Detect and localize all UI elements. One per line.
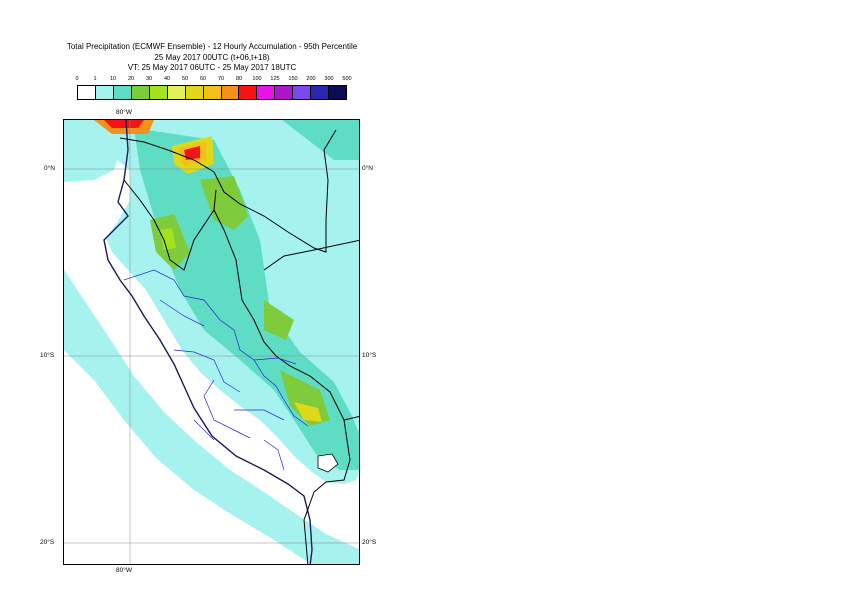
legend-swatch	[311, 86, 330, 99]
border-peru-brazil	[213, 209, 351, 564]
legend-label: 300	[324, 76, 334, 82]
legend-label: 30	[145, 76, 153, 82]
legend-label: 70	[217, 76, 225, 82]
lat-label-0-left: 0°N	[44, 165, 55, 172]
border-ecuador-colombia	[119, 129, 337, 253]
legend-label: 20	[127, 76, 135, 82]
lon-label-bottom: 80°W	[116, 567, 132, 574]
legend-swatch	[257, 86, 276, 99]
precip-20-30-b	[200, 176, 248, 230]
border-brazil-bolivia	[263, 239, 359, 271]
precip-20-30-d	[264, 300, 294, 340]
title-line-3: VT: 25 May 2017 06UTC - 25 May 2017 18UT…	[127, 63, 297, 72]
lat-label-20-left: 20°S	[40, 539, 55, 546]
legend-swatch	[221, 86, 240, 99]
legend-label: 100	[252, 76, 262, 82]
legend-label: 40	[163, 76, 171, 82]
lat-label-10-left: 10°S	[40, 352, 55, 359]
legend-swatch	[239, 86, 258, 99]
legend-labels: 0 1 10 20 30 40 50 60 70 80 100 125 150 200 300 500	[75, 76, 351, 85]
legend-label: 80	[235, 76, 243, 82]
legend-swatch	[203, 86, 222, 99]
lat-label-0-right: 0°N	[362, 165, 373, 172]
precip-10-20-east	[282, 120, 359, 160]
border-bolivia-east	[343, 415, 359, 421]
title-line-1: Total Precipitation (ECMWF Ensemble) - 1…	[66, 42, 358, 51]
legend-label: 125	[270, 76, 280, 82]
colorbar-legend: 0 1 10 20 30 40 50 60 70 80 100 125 150 200 300 500	[75, 76, 352, 102]
legend-swatch	[113, 86, 132, 99]
lat-label-10-right: 10°S	[362, 352, 377, 359]
legend-label: 150	[288, 76, 298, 82]
legend-swatches	[77, 85, 347, 100]
legend-swatch	[131, 86, 150, 99]
precip-1-10-ocean-north	[64, 120, 124, 182]
legend-swatch	[275, 86, 294, 99]
coastline	[103, 120, 313, 564]
title-line-2: 25 May 2017 00UTC (t+06,t+18)	[154, 52, 270, 62]
legend-label: 0	[75, 76, 79, 82]
border-ecuador-peru	[123, 179, 217, 271]
precip-80-north	[184, 146, 200, 160]
legend-swatch	[293, 86, 312, 99]
legend-label: 50	[181, 76, 189, 82]
lon-label-top: 80°W	[116, 109, 132, 116]
legend-swatch	[95, 86, 114, 99]
legend-swatch	[149, 86, 168, 99]
legend-label: 10	[109, 76, 117, 82]
legend-label: 1	[93, 76, 97, 82]
department-borders	[123, 269, 309, 471]
precipitation-map	[63, 119, 360, 565]
precip-80-top-left	[104, 120, 144, 128]
legend-label: 60	[199, 76, 207, 82]
precip-30-50-b	[294, 402, 322, 422]
map-canvas	[64, 120, 359, 564]
legend-swatch	[78, 86, 96, 99]
legend-label: 500	[342, 76, 352, 82]
legend-label: 200	[306, 76, 316, 82]
legend-swatch	[167, 86, 186, 99]
precip-1-10-ocean-west	[64, 270, 359, 564]
lake-titicaca	[317, 453, 339, 473]
legend-swatch	[329, 86, 347, 99]
legend-swatch	[185, 86, 204, 99]
chart-title: Total Precipitation (ECMWF Ensemble) - 1…	[0, 42, 424, 74]
precip-30-50-a	[160, 228, 176, 250]
lat-label-20-right: 20°S	[362, 539, 377, 546]
